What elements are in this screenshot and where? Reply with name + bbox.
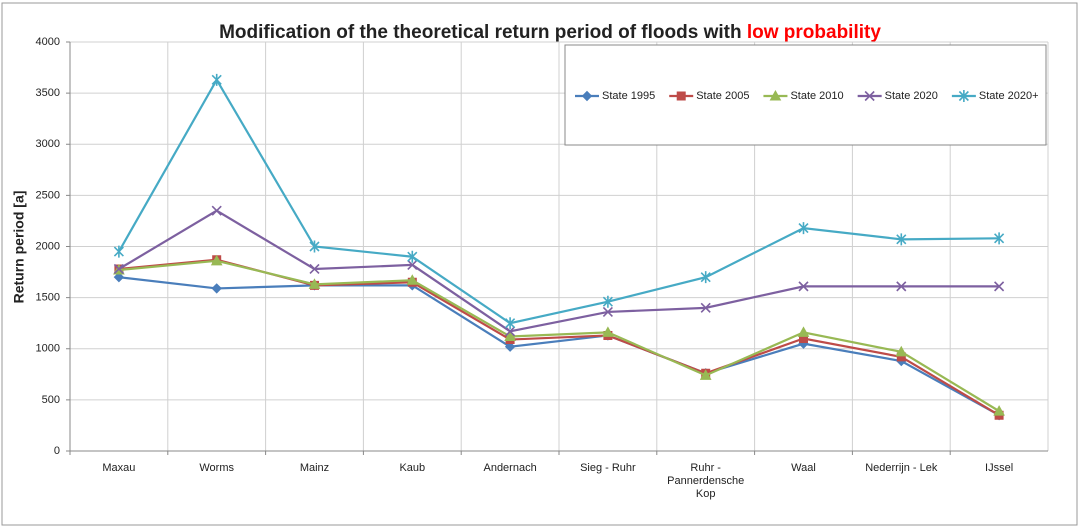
series-line [118,276,1000,417]
point-marker [504,341,516,352]
point-marker [602,295,613,308]
y-tick-label: 2000 [36,240,60,252]
series-line [117,77,1000,325]
point-marker [309,263,320,275]
y-axis-label: Return period [a] [11,191,27,304]
point-marker [602,306,613,318]
x-tick-label: Waal [791,462,816,474]
point-marker [308,278,321,289]
point-marker [993,405,1005,416]
legend-marker [581,90,593,102]
point-marker [504,330,516,341]
x-tick-label: Ruhr - Pannerdensche Kop [667,462,745,500]
x-tick-label: Andernach [483,462,537,474]
point-marker [896,233,907,246]
point-marker [994,281,1005,292]
point-marker [211,205,222,216]
point-marker [798,222,809,235]
title-main: Modification of the theoretical return p… [219,22,742,43]
y-tick-label: 0 [54,445,60,457]
x-tick-label: Sieg - Ruhr [580,462,636,474]
point-marker [113,245,124,258]
point-marker [113,263,124,275]
legend-marker [864,90,875,102]
point-marker [406,274,419,285]
legend-label: State 2005 [696,90,749,102]
legend-label: State 2020+ [979,90,1039,102]
y-tick-label: 4000 [36,36,60,48]
x-tick-label: Maxau [102,462,136,474]
legend-marker [769,89,782,101]
series-line [118,209,1000,333]
point-marker [407,259,418,270]
point-marker [699,369,712,380]
y-tick-label: 3500 [36,87,60,99]
point-marker [602,326,614,337]
y-tick-label: 1000 [36,343,60,355]
y-tick-label: 3000 [36,138,60,150]
y-tick-label: 2500 [36,189,60,201]
point-marker [700,302,711,313]
point-marker [700,271,711,284]
point-marker [896,281,907,292]
x-tick-label: Mainz [299,462,330,474]
point-marker [798,281,809,292]
point-marker [113,271,125,283]
point-marker [797,326,810,337]
y-tick-label: 500 [42,394,60,406]
point-marker [994,232,1005,245]
legend-label: State 2020 [885,90,938,102]
x-tick-label: Kaub [399,462,426,474]
point-marker [407,250,418,263]
legend-marker [676,91,686,101]
chart-title: Modification of the theoretical return p… [219,22,881,43]
title-highlight: low probability [747,22,881,43]
y-tick-label: 1500 [36,292,60,304]
x-tick-label: Worms [199,462,234,474]
point-marker [210,254,223,266]
point-marker [505,326,516,337]
series-line [118,259,1000,413]
point-marker [309,240,320,253]
legend-label: State 1995 [602,90,655,102]
point-marker [211,73,222,86]
legend-marker [958,90,969,102]
x-tick-label: Nederrijn - Lek [865,462,938,474]
point-marker [505,317,516,330]
point-marker [895,345,908,357]
legend-label: State 2010 [790,90,843,102]
x-tick-label: IJssel [985,462,1014,474]
point-marker [211,283,222,294]
